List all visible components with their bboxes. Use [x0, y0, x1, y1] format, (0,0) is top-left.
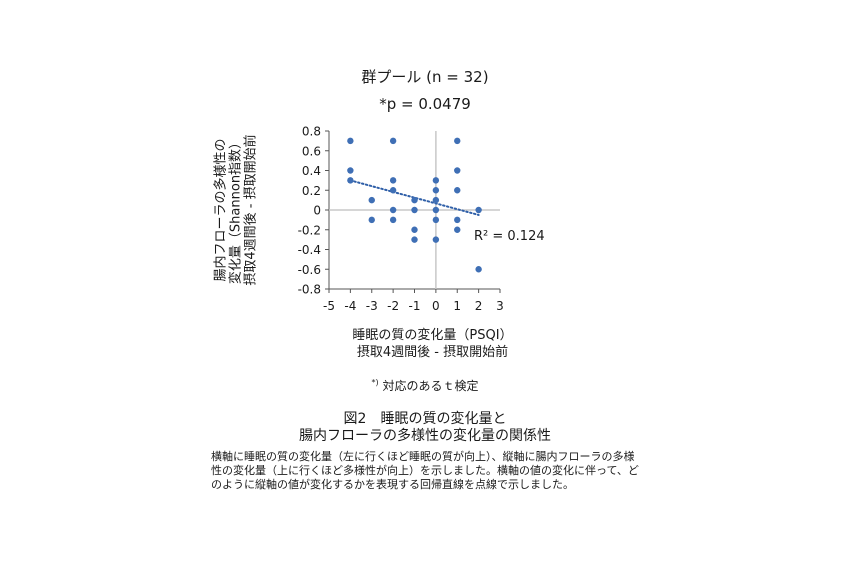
- data-point: [347, 167, 354, 174]
- data-point: [389, 187, 397, 194]
- y-tick-label: 0.4: [302, 164, 321, 178]
- r-squared-label: R² = 0.124: [474, 229, 545, 244]
- y-tick-label: 0.8: [302, 125, 321, 139]
- y-axis-label-line-1: 腸内フローラの多様性の: [213, 138, 229, 282]
- data-point: [389, 177, 397, 184]
- x-axis-label-line-1: 睡眠の質の変化量（PSQI）: [352, 328, 513, 343]
- data-point: [368, 216, 375, 224]
- x-tick-label: 1: [453, 299, 461, 313]
- y-tick-label: 0.2: [302, 184, 321, 198]
- data-point: [411, 196, 418, 204]
- data-point: [432, 216, 440, 224]
- data-point: [432, 196, 440, 204]
- data-point: [475, 266, 482, 273]
- footnote-text: 対応のあるｔ検定: [378, 379, 479, 393]
- data-points: [347, 137, 482, 273]
- data-point: [454, 137, 461, 145]
- y-tick-label: 0.6: [302, 144, 321, 158]
- x-tick-label: -3: [366, 299, 378, 313]
- tick-labels: 0.8 0.6 0.4 0.2 0 -0.2 -0.4 -0.6 -0.8-5 -4 -3 -2 -1 0…: [298, 125, 504, 314]
- figure-title: 図2 睡眠の質の変化量と 腸内フローラの多様性の変化量の関係性: [0, 411, 850, 445]
- figure-title-line-1: 図2 睡眠の質の変化量と: [343, 411, 507, 427]
- figure-title-line-2: 腸内フローラの多様性の変化量の関係性: [299, 428, 551, 444]
- x-tick-label: 2: [475, 299, 483, 313]
- data-point: [411, 236, 418, 243]
- data-point: [432, 177, 440, 184]
- data-point: [475, 206, 482, 214]
- data-point: [389, 206, 397, 214]
- x-tick-label: -2: [387, 299, 399, 313]
- data-point: [454, 187, 461, 194]
- data-point: [432, 187, 440, 194]
- footnote: *) 対応のあるｔ検定: [0, 377, 850, 394]
- data-point: [454, 216, 461, 224]
- data-point: [347, 137, 354, 145]
- data-point: [432, 206, 440, 214]
- y-tick-label: -0.4: [298, 243, 321, 257]
- data-point: [432, 236, 440, 243]
- p-value-label: *p = 0.0479: [379, 95, 471, 113]
- x-tick-label: -1: [409, 299, 421, 313]
- y-tick-label: -0.2: [298, 223, 321, 237]
- x-tick-label: -5: [323, 299, 335, 313]
- chart-title: 群プール (n = 32): [361, 68, 489, 86]
- x-axis-label: 睡眠の質の変化量（PSQI） 摂取4週間後 - 摂取開始前: [335, 327, 530, 361]
- y-tick-label: -0.8: [298, 283, 321, 297]
- footnote-mark: *): [371, 378, 379, 387]
- x-tick-label: -4: [344, 299, 356, 313]
- x-tick-label: 0: [432, 299, 440, 313]
- data-point: [411, 206, 418, 214]
- x-axis-label-line-2: 摂取4週間後 - 摂取開始前: [356, 345, 509, 360]
- y-tick-label: 0: [313, 204, 321, 218]
- data-point: [347, 177, 354, 184]
- x-tick-label: 3: [496, 299, 504, 313]
- data-point: [454, 226, 461, 233]
- y-axis-label-line-3: 摂取4週間後 - 摂取開始前: [243, 134, 259, 286]
- data-point: [389, 216, 397, 224]
- data-point: [368, 196, 375, 204]
- figure-caption: 横軸に睡眠の質の変化量（左に行くほど睡眠の質が向上）、縦軸に腸内フローラの多様性…: [211, 450, 639, 491]
- y-tick-label: -0.6: [298, 263, 321, 277]
- y-axis-label-line-2: 変化量（Shannon指数）: [228, 135, 244, 285]
- data-point: [389, 137, 397, 145]
- data-point: [454, 167, 461, 174]
- data-point: [411, 226, 418, 233]
